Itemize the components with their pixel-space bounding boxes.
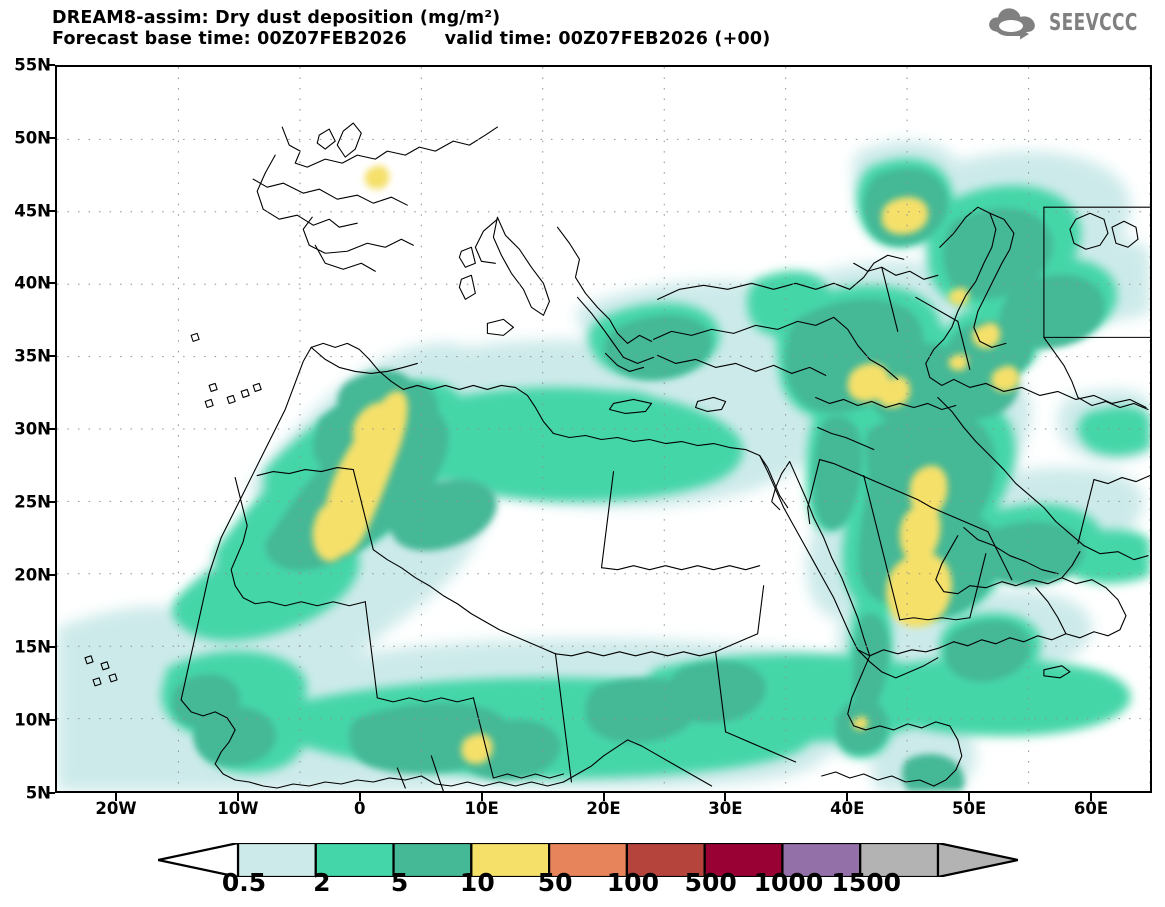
colorbar-cell (236, 843, 317, 877)
lon-tick-label: 20E (586, 799, 621, 818)
lon-tick-mark (480, 793, 483, 801)
lat-tick-label: 45N (14, 201, 51, 221)
lat-tick-mark (47, 573, 55, 576)
lat-tick-mark (47, 136, 55, 139)
colorbar-cell (392, 843, 473, 877)
lat-tick-mark (47, 355, 55, 358)
lat-tick-label: 10N (14, 710, 51, 730)
forecast-time-subtitle: Forecast base time: 00Z07FEB2026 valid t… (52, 29, 771, 49)
colorbar-tick-label: 500 (684, 868, 737, 897)
graticule-grid (57, 67, 1150, 791)
lon-tick-label: 0 (353, 799, 366, 818)
lat-tick-label: 35N (14, 346, 51, 366)
lon-tick-label: 20W (95, 799, 137, 818)
map-plot-area (55, 65, 1152, 793)
colorbar-tick-label: 100 (606, 868, 659, 897)
lat-tick-label: 5N (25, 783, 51, 803)
seevccc-logo: SEEVCCC (986, 6, 1157, 40)
map-title-block: DREAM8-assim: Dry dust deposition (mg/m²… (52, 8, 770, 50)
colorbar-tick-label: 1000 (753, 868, 824, 897)
contour-level-50 (312, 165, 1020, 764)
lat-tick-mark (47, 719, 55, 722)
lon-tick-mark (114, 793, 117, 801)
lat-tick-label: 15N (14, 637, 51, 657)
lon-tick-label: 60E (1073, 799, 1109, 818)
lat-tick-mark (47, 792, 55, 794)
colorbar-tick-label: 1500 (831, 868, 902, 897)
logo-text: SEEVCCC (1048, 10, 1138, 36)
page-title: DREAM8-assim: Dry dust deposition (mg/m²… (52, 8, 501, 28)
lat-tick-label: 50N (14, 128, 51, 148)
coastline-overlay (84, 122, 1150, 791)
colorbar-swatches (158, 843, 1018, 877)
lon-tick-mark (1090, 793, 1093, 801)
lon-tick-mark (846, 793, 849, 801)
colorbar-tick-label: 5 (390, 868, 409, 897)
colorbar-tick-label: 0.5 (221, 868, 267, 897)
colorbar-tick-label: 10 (459, 868, 495, 897)
colorbar-cell (859, 843, 940, 877)
lat-tick-mark (47, 500, 55, 503)
colorbar-under-arrow (158, 843, 240, 877)
lat-tick-label: 55N (14, 55, 51, 75)
lon-tick-label: 30E (708, 799, 743, 818)
lat-tick-mark (47, 209, 55, 212)
lon-tick-mark (968, 793, 971, 801)
lon-tick-label: 10E (464, 799, 499, 818)
colorbar-cell (470, 843, 551, 877)
lon-tick-label: 50E (952, 799, 987, 818)
colorbar-tick-label: 50 (537, 868, 573, 897)
lat-tick-label: 20N (14, 565, 51, 585)
lat-tick-label: 40N (14, 273, 51, 293)
lat-tick-mark (47, 282, 55, 285)
lon-tick-mark (602, 793, 605, 801)
lat-tick-mark (47, 428, 55, 430)
lat-tick-label: 30N (14, 419, 51, 439)
colorbar-tick-label: 2 (313, 868, 331, 897)
lon-tick-label: 10W (217, 799, 259, 818)
lat-tick-mark (47, 646, 55, 649)
cloud-arrow-icon (988, 8, 1035, 40)
contour-level-5 (171, 168, 1105, 791)
lon-tick-mark (358, 793, 361, 801)
colorbar (158, 843, 1018, 877)
lat-tick-label: 25N (14, 492, 51, 512)
lon-tick-mark (724, 793, 727, 801)
lon-tick-mark (236, 793, 239, 801)
colorbar-cell (314, 843, 395, 877)
dust-deposition-raster (57, 67, 1150, 791)
lat-tick-mark (47, 64, 55, 66)
colorbar-over-arrow (936, 843, 1018, 877)
lon-tick-label: 40E (830, 799, 865, 818)
